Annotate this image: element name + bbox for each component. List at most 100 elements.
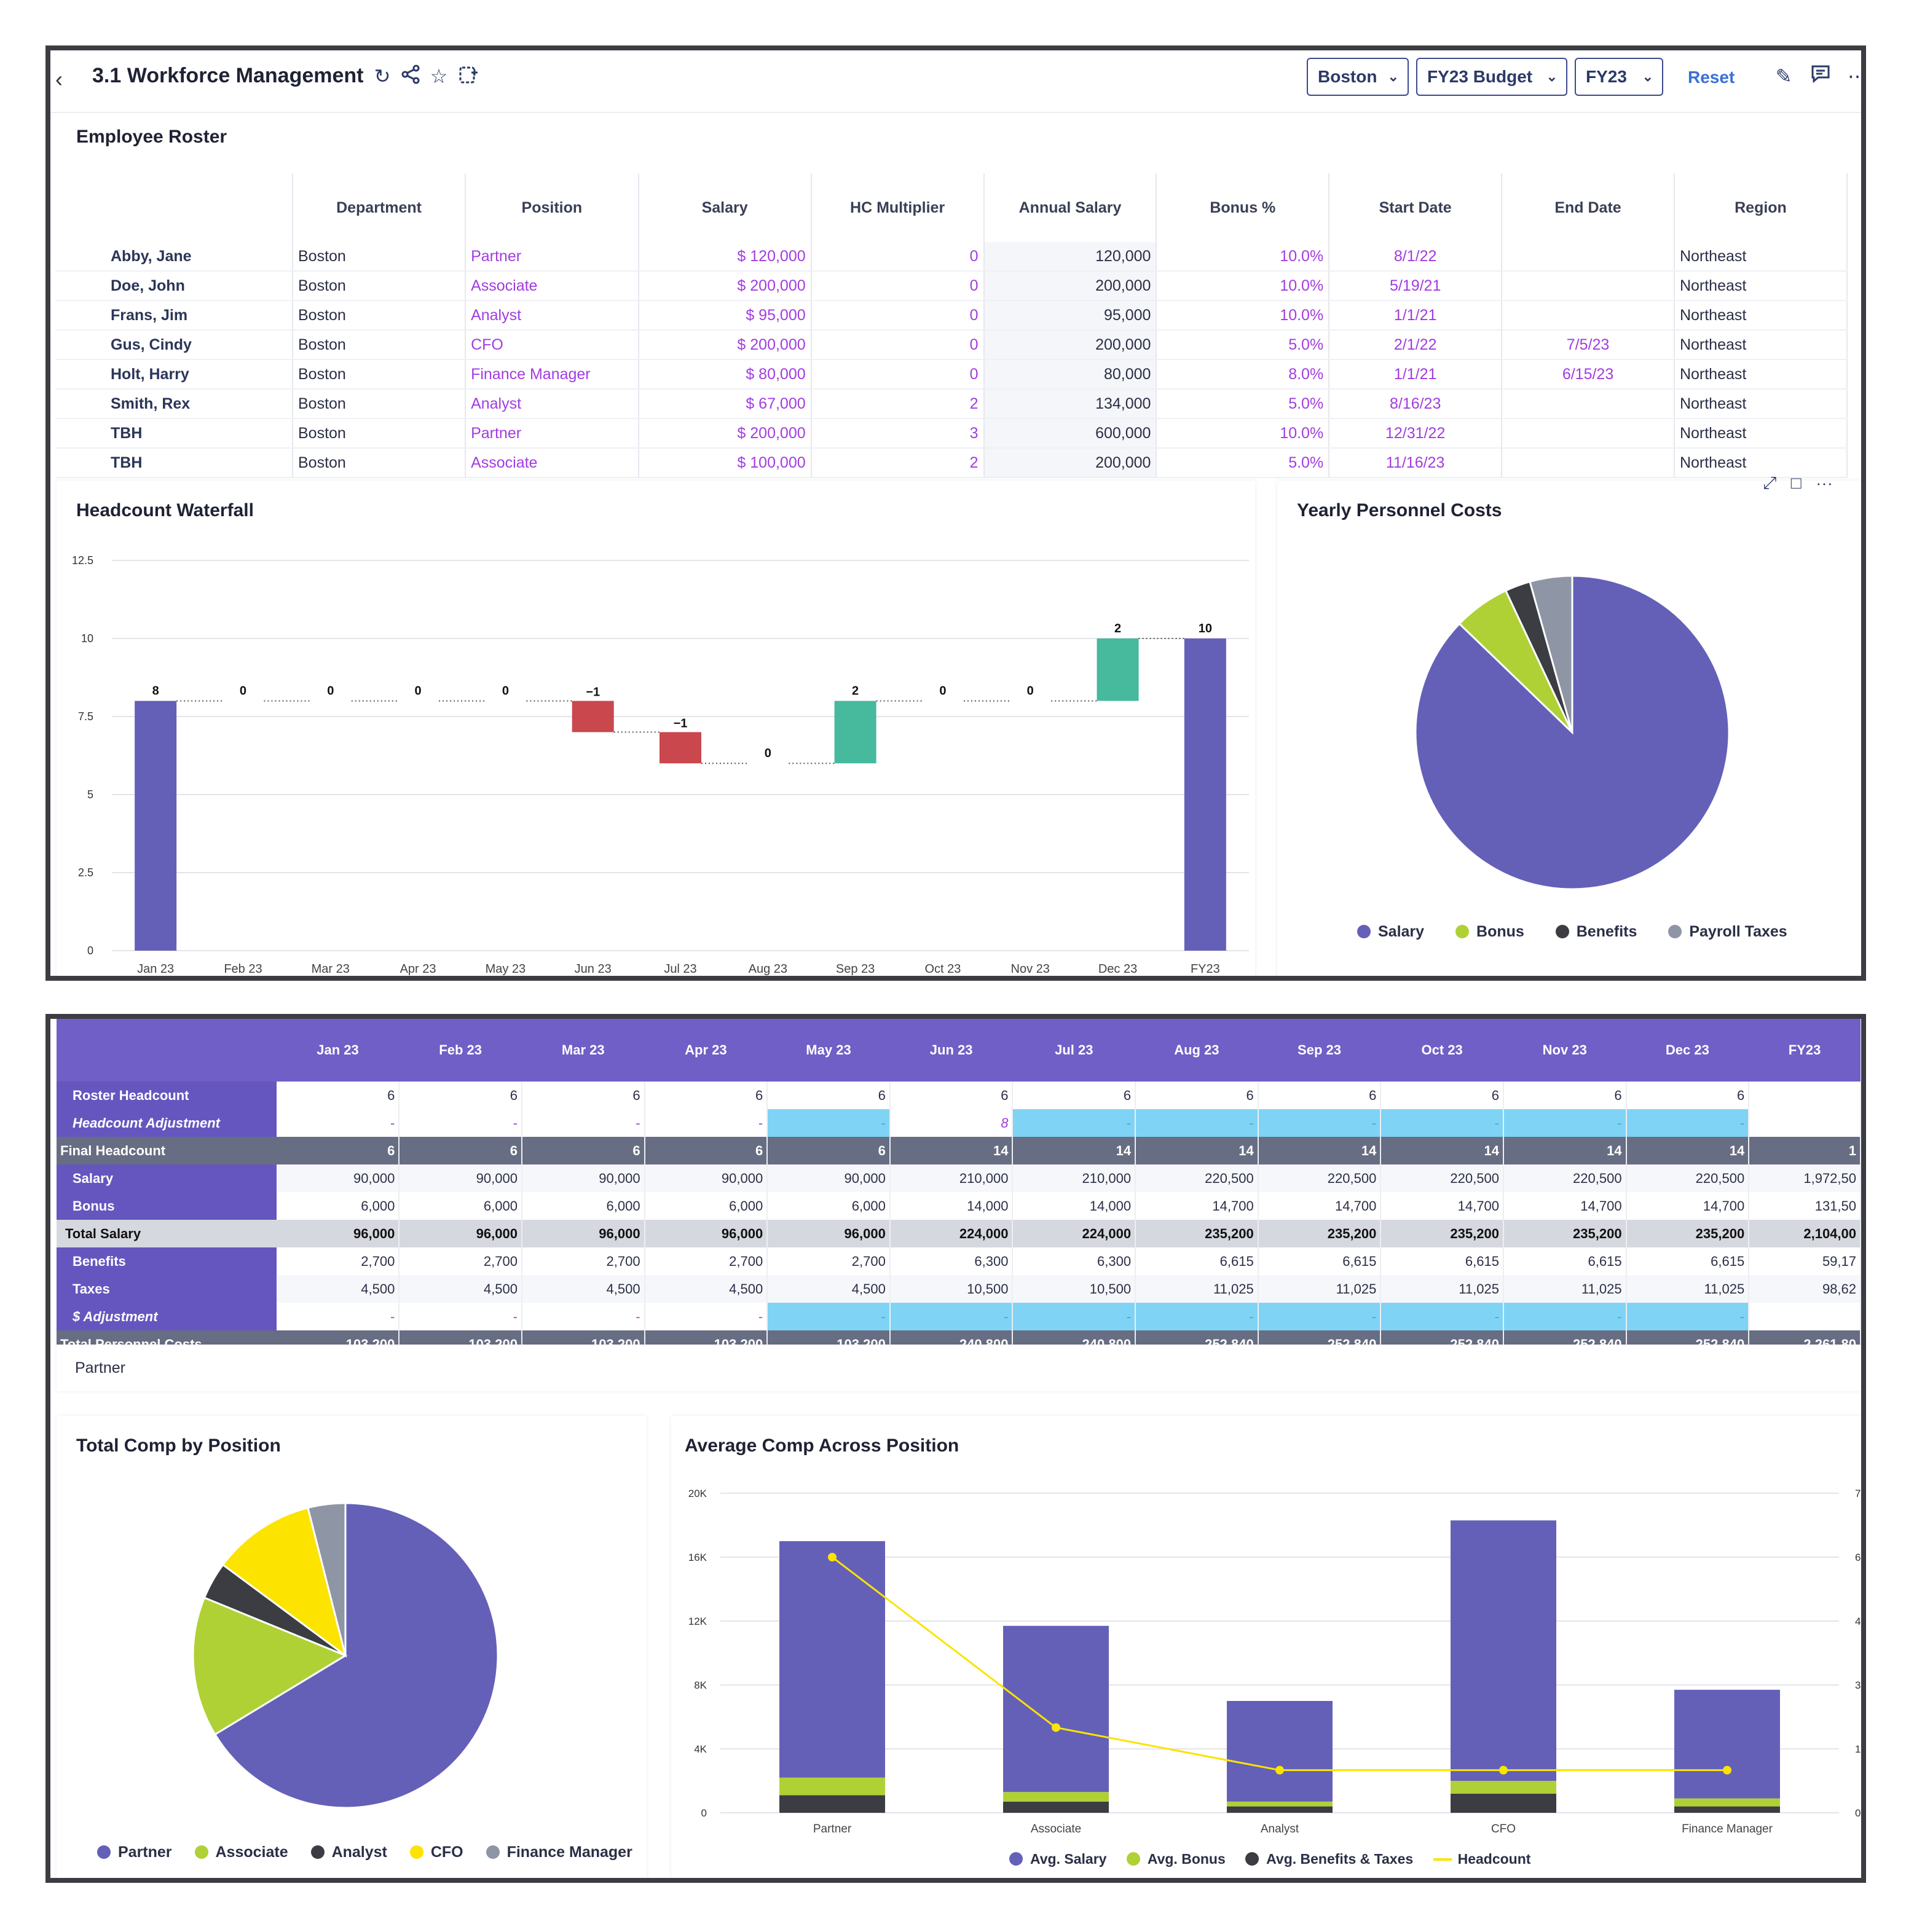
more-options-icon[interactable]: ⋯	[1816, 473, 1833, 492]
grid-cell[interactable]: -	[1012, 1109, 1136, 1137]
roster-hc-cell[interactable]: 0	[811, 330, 985, 360]
legend-item-benefits[interactable]: Benefits	[1555, 923, 1637, 940]
roster-salary-cell[interactable]: $ 67,000	[638, 389, 812, 419]
roster-salary-cell[interactable]: $ 120,000	[638, 242, 812, 272]
grid-header-dec-23[interactable]: Dec 23	[1626, 1019, 1749, 1082]
roster-position-cell[interactable]: Analyst	[465, 300, 639, 331]
roster-bonus-cell[interactable]: 5.0%	[1156, 448, 1330, 478]
table-row[interactable]: Holt, Harry Boston Finance Manager $ 80,000…	[55, 359, 1848, 390]
roster-position-cell[interactable]: Partner	[465, 418, 639, 449]
table-row[interactable]: Frans, Jim Boston Analyst $ 95,000 0 95,000 10…	[55, 300, 1848, 331]
roster-header-salary[interactable]: Salary	[638, 173, 812, 242]
edit-pencil-icon[interactable]: ✎	[1775, 65, 1792, 87]
roster-hc-cell[interactable]: 3	[811, 418, 985, 449]
roster-start-cell[interactable]: 5/19/21	[1329, 271, 1503, 301]
roster-end-cell[interactable]	[1502, 300, 1675, 331]
roster-end-cell[interactable]	[1502, 242, 1675, 272]
comment-icon[interactable]: □	[1790, 473, 1802, 492]
legend-item-avg-salary[interactable]: Avg. Salary	[1009, 1851, 1106, 1867]
roster-hc-cell[interactable]: 2	[811, 448, 985, 478]
roster-position-cell[interactable]: Partner	[465, 242, 639, 272]
grid-cell[interactable]: -	[1503, 1109, 1627, 1137]
roster-header-end-date[interactable]: End Date	[1502, 173, 1675, 242]
scenario-filter-dropdown[interactable]: FY23 Budget ⌄	[1416, 58, 1567, 96]
grid-cell[interactable]	[1749, 1303, 1861, 1330]
roster-position-cell[interactable]: Associate	[465, 271, 639, 301]
roster-salary-cell[interactable]: $ 100,000	[638, 448, 812, 478]
roster-header-bonus[interactable]: Bonus %	[1156, 173, 1330, 242]
roster-header-annual-salary[interactable]: Annual Salary	[983, 173, 1157, 242]
legend-item-avg-benefits-taxes[interactable]: Avg. Benefits & Taxes	[1245, 1851, 1413, 1867]
share-icon[interactable]	[398, 64, 423, 88]
roster-hc-cell[interactable]: 0	[811, 271, 985, 301]
roster-bonus-cell[interactable]: 8.0%	[1156, 359, 1330, 390]
table-row[interactable]: Doe, John Boston Associate $ 200,000 0 200,00…	[55, 271, 1848, 301]
grid-header-may-23[interactable]: May 23	[767, 1019, 890, 1082]
roster-start-cell[interactable]: 8/1/22	[1329, 242, 1503, 272]
grid-cell[interactable]: -	[521, 1109, 645, 1137]
table-row[interactable]: Smith, Rex Boston Analyst $ 67,000 2 134,000 5…	[55, 389, 1848, 419]
table-row[interactable]: Gus, Cindy Boston CFO $ 200,000 0 200,000 5.0%…	[55, 330, 1848, 360]
legend-item-partner[interactable]: Partner	[97, 1844, 172, 1861]
legend-item-headcount[interactable]: Headcount	[1433, 1851, 1530, 1867]
add-to-collection-icon[interactable]	[456, 64, 481, 88]
grid-header-feb-23[interactable]: Feb 23	[399, 1019, 522, 1082]
legend-item-finance-manager[interactable]: Finance Manager	[486, 1844, 632, 1861]
roster-salary-cell[interactable]: $ 200,000	[638, 271, 812, 301]
roster-hc-cell[interactable]: 2	[811, 389, 985, 419]
grid-header-jul-23[interactable]: Jul 23	[1012, 1019, 1136, 1082]
roster-header-start-date[interactable]: Start Date	[1329, 173, 1503, 242]
grid-cell[interactable]: -	[1380, 1303, 1504, 1330]
roster-end-cell[interactable]	[1502, 448, 1675, 478]
roster-start-cell[interactable]: 11/16/23	[1329, 448, 1503, 478]
roster-start-cell[interactable]: 12/31/22	[1329, 418, 1503, 449]
roster-position-cell[interactable]: CFO	[465, 330, 639, 360]
grid-cell[interactable]: -	[399, 1303, 522, 1330]
grid-cell[interactable]: -	[767, 1109, 891, 1137]
roster-start-cell[interactable]: 2/1/22	[1329, 330, 1503, 360]
grid-cell[interactable]: -	[1380, 1109, 1504, 1137]
legend-item-payroll-taxes[interactable]: Payroll Taxes	[1668, 923, 1787, 940]
grid-cell[interactable]: -	[521, 1303, 645, 1330]
grid-cell[interactable]: -	[1135, 1109, 1259, 1137]
grid-header-fy23[interactable]: FY23	[1749, 1019, 1861, 1082]
roster-hc-cell[interactable]: 0	[811, 359, 985, 390]
roster-hc-cell[interactable]: 0	[811, 300, 985, 331]
grid-header-oct-23[interactable]: Oct 23	[1380, 1019, 1503, 1082]
grid-header-nov-23[interactable]: Nov 23	[1503, 1019, 1626, 1082]
roster-position-cell[interactable]: Finance Manager	[465, 359, 639, 390]
grid-cell[interactable]: -	[276, 1303, 400, 1330]
roster-start-cell[interactable]: 1/1/21	[1329, 300, 1503, 331]
roster-end-cell[interactable]	[1502, 389, 1675, 419]
grid-header-sep-23[interactable]: Sep 23	[1258, 1019, 1381, 1082]
grid-cell[interactable]: -	[644, 1303, 768, 1330]
roster-salary-cell[interactable]: $ 200,000	[638, 418, 812, 449]
grid-header-mar-23[interactable]: Mar 23	[521, 1019, 645, 1082]
grid-cell[interactable]: -	[1135, 1303, 1259, 1330]
grid-header-apr-23[interactable]: Apr 23	[644, 1019, 768, 1082]
legend-item-associate[interactable]: Associate	[194, 1844, 288, 1861]
grid-cell[interactable]: -	[399, 1109, 522, 1137]
roster-salary-cell[interactable]: $ 95,000	[638, 300, 812, 331]
grid-cell[interactable]: -	[1626, 1303, 1750, 1330]
star-icon[interactable]: ☆	[430, 65, 448, 87]
grid-cell[interactable]	[1749, 1109, 1861, 1137]
grid-cell[interactable]: -	[889, 1303, 1014, 1330]
legend-item-salary[interactable]: Salary	[1357, 923, 1424, 940]
grid-cell[interactable]: -	[644, 1109, 768, 1137]
back-chevron-icon[interactable]: ‹	[55, 66, 63, 92]
legend-item-avg-bonus[interactable]: Avg. Bonus	[1126, 1851, 1226, 1867]
reset-button[interactable]: Reset	[1688, 68, 1735, 87]
more-options-icon[interactable]: ⋯	[1848, 65, 1866, 87]
legend-item-bonus[interactable]: Bonus	[1455, 923, 1524, 940]
roster-start-cell[interactable]: 1/1/21	[1329, 359, 1503, 390]
roster-salary-cell[interactable]: $ 80,000	[638, 359, 812, 390]
roster-header-department[interactable]: Department	[292, 173, 467, 242]
grid-header-jan-23[interactable]: Jan 23	[276, 1019, 400, 1082]
grid-cell[interactable]: -	[1012, 1303, 1136, 1330]
grid-cell[interactable]: -	[1258, 1303, 1382, 1330]
grid-header-aug-23[interactable]: Aug 23	[1135, 1019, 1258, 1082]
roster-position-cell[interactable]: Associate	[465, 448, 639, 478]
grid-cell[interactable]: 8	[889, 1109, 1014, 1137]
legend-item-cfo[interactable]: CFO	[409, 1844, 463, 1861]
